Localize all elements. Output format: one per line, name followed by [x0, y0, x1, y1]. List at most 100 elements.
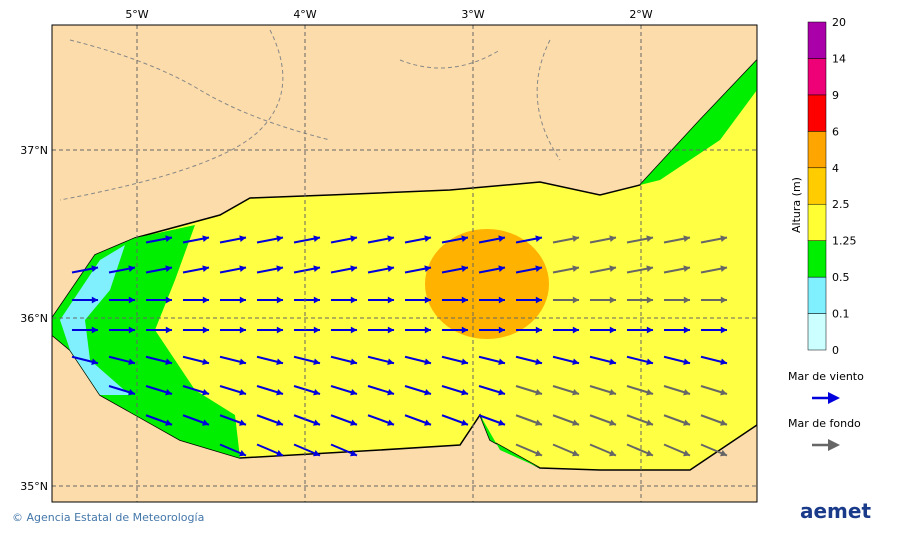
colorbar-label: 0	[832, 344, 839, 357]
arrow-head	[683, 265, 690, 272]
map	[52, 25, 757, 502]
colorbar-label: 20	[832, 16, 846, 29]
arrow-head	[572, 326, 579, 334]
arrow-head	[424, 419, 431, 426]
arrow-head	[424, 265, 431, 272]
lat-label: 37°N	[20, 144, 48, 157]
colorbar-band	[807, 94, 827, 132]
arrow-head	[350, 450, 357, 457]
arrow-head	[572, 235, 579, 242]
arrow-head	[350, 358, 357, 366]
arrow-head	[424, 388, 431, 396]
lon-label: 2°W	[629, 8, 652, 21]
arrow-head	[498, 419, 505, 426]
arrow-head	[498, 235, 505, 242]
arrow-head	[202, 326, 209, 334]
arrow-head	[646, 450, 653, 457]
arrow-head	[609, 388, 616, 396]
arrow-head	[313, 265, 320, 272]
arrow-head	[572, 450, 579, 457]
arrow-head	[683, 326, 690, 334]
arrow-head	[609, 419, 616, 426]
arrow-head	[535, 419, 542, 426]
arrow-head	[165, 419, 172, 426]
arrow-head	[387, 235, 394, 242]
arrow-head	[572, 388, 579, 396]
colorbar-band	[807, 131, 827, 169]
arrow-head	[461, 296, 468, 304]
arrow-head	[387, 358, 394, 366]
arrow-head	[165, 235, 172, 242]
colorbar-label: 14	[832, 52, 846, 65]
arrow-head	[424, 296, 431, 304]
arrow-head	[165, 358, 172, 366]
arrow-head	[498, 326, 505, 334]
colorbar-label: 2.5	[832, 198, 850, 211]
arrow-head	[683, 450, 690, 457]
legend-label: Mar de fondo	[788, 417, 861, 430]
arrow-head	[461, 265, 468, 272]
arrow-head	[646, 235, 653, 242]
arrow-head	[239, 419, 246, 426]
arrow-head	[387, 419, 394, 426]
colorbar-band	[807, 240, 827, 278]
arrow-head	[646, 419, 653, 426]
colorbar-label: 0.1	[832, 308, 850, 321]
arrow-head	[535, 235, 542, 242]
arrow-head	[276, 265, 283, 272]
arrow-head	[350, 235, 357, 242]
arrow-head	[609, 296, 616, 304]
logo: aemet	[800, 499, 871, 523]
arrow-head	[572, 419, 579, 426]
arrow-head	[498, 265, 505, 272]
low-waves-east	[640, 60, 757, 185]
arrow-head	[535, 450, 542, 457]
colorbar-band	[807, 167, 827, 205]
colorbar-label: 6	[832, 125, 839, 138]
arrow-head	[646, 358, 653, 366]
arrow-head	[276, 388, 283, 396]
arrow-head	[202, 388, 209, 396]
arrow-head	[313, 358, 320, 366]
arrow-head	[239, 235, 246, 242]
lon-label: 5°W	[125, 8, 148, 21]
arrow-head	[535, 388, 542, 396]
arrow-head	[720, 265, 727, 272]
arrow-head	[683, 235, 690, 242]
arrow-head	[387, 265, 394, 272]
colorbar-band	[807, 313, 827, 351]
arrow-head	[646, 388, 653, 396]
arrow-head	[683, 388, 690, 396]
arrow-head	[387, 388, 394, 396]
arrow-head	[387, 296, 394, 304]
arrow-head	[276, 419, 283, 426]
arrow-head	[91, 358, 98, 366]
arrow-head	[165, 326, 172, 334]
arrow-head	[609, 358, 616, 366]
arrow-head	[202, 296, 209, 304]
arrow-head	[165, 265, 172, 272]
arrow-head	[313, 450, 320, 457]
arrow-head	[313, 296, 320, 304]
arrow-head	[461, 235, 468, 242]
arrow-head	[128, 388, 135, 396]
arrows	[71, 235, 728, 457]
map-frame	[51, 24, 758, 503]
colorbar-label: 9	[832, 89, 839, 102]
arrow-head	[535, 326, 542, 334]
arrow-head	[535, 265, 542, 272]
colorbar: 0 0.1 0.5 1.25 2.5 4 6 9 14 20	[807, 16, 857, 357]
arrow-head	[165, 388, 172, 396]
arrow-head	[350, 296, 357, 304]
arrow-head	[461, 326, 468, 334]
colorbar-label: 0.5	[832, 271, 850, 284]
arrow-head	[720, 450, 727, 457]
arrow-head	[350, 326, 357, 334]
arrow-head	[239, 388, 246, 396]
arrow-head	[128, 265, 135, 272]
arrow-head	[683, 358, 690, 366]
legend-label: Mar de viento	[788, 370, 864, 383]
arrow-head	[572, 296, 579, 304]
colorbar-band	[807, 21, 827, 59]
